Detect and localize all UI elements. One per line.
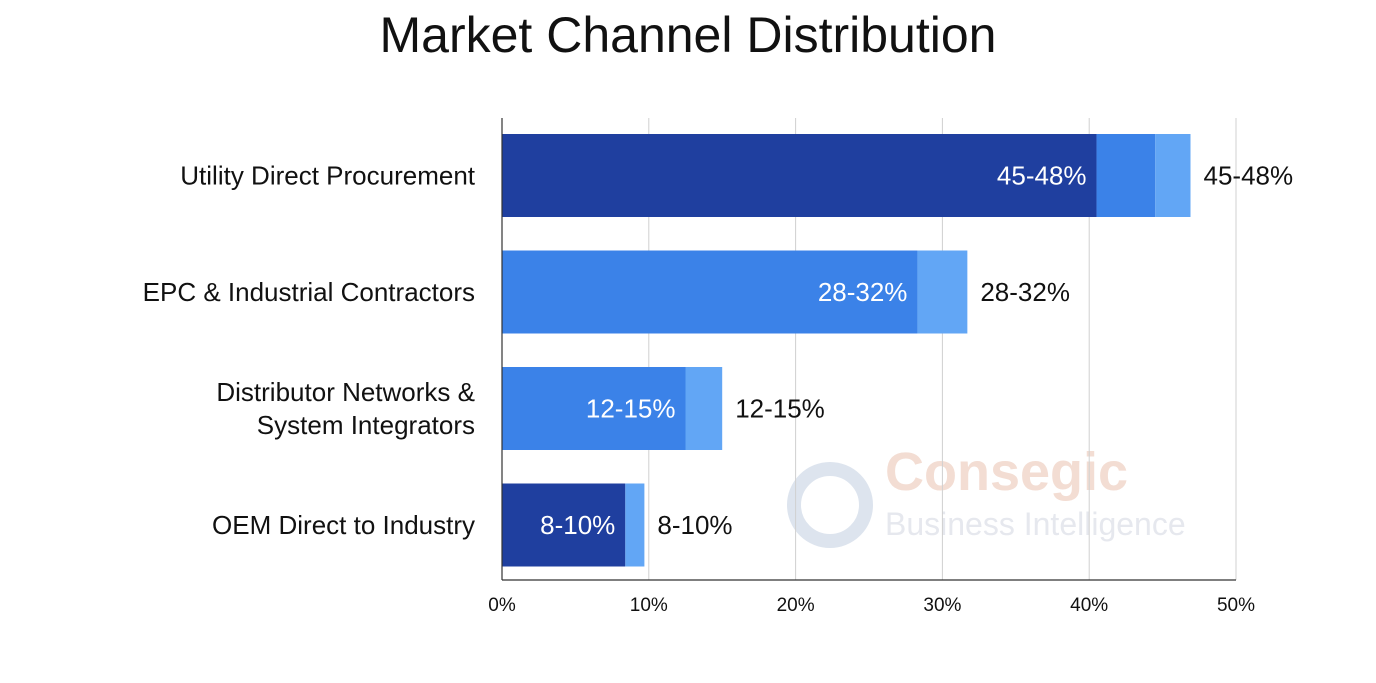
bar-segment: [625, 483, 645, 567]
bar-inner-label: 12-15%: [586, 394, 676, 424]
x-tick-label: 10%: [630, 595, 668, 616]
chart-title: Market Channel Distribution: [379, 7, 997, 63]
bar-inner-label: 28-32%: [818, 277, 908, 307]
bar-value-label: 45-48%: [1203, 161, 1293, 191]
bar-value-label: 8-10%: [657, 510, 732, 540]
bar-value-label: 28-32%: [980, 277, 1070, 307]
x-tick-label: 20%: [777, 595, 815, 616]
bar-segment: [502, 134, 1097, 217]
bar-segment: [502, 367, 686, 450]
category-label: System Integrators: [257, 410, 475, 440]
bar-segment: [1096, 134, 1156, 217]
bar-segment: [502, 250, 918, 334]
x-tick-label: 50%: [1217, 595, 1255, 616]
category-label: Utility Direct Procurement: [180, 161, 476, 191]
category-label: EPC & Industrial Contractors: [143, 277, 475, 307]
watermark-logo-ring: [787, 462, 873, 548]
bar-segment: [685, 367, 723, 450]
category-label: Distributor Networks &: [216, 377, 475, 407]
watermark-line1: Consegic: [885, 442, 1128, 502]
x-tick-label: 0%: [488, 595, 516, 616]
watermark-line2: Business Intelligence: [885, 506, 1186, 542]
category-label: OEM Direct to Industry: [212, 510, 475, 540]
bar-inner-label: 45-48%: [997, 161, 1087, 191]
bar-segment: [1155, 134, 1191, 217]
bar-value-label: 12-15%: [735, 394, 825, 424]
x-tick-label: 30%: [923, 595, 961, 616]
bar-segment: [917, 250, 968, 334]
bar-inner-label: 8-10%: [540, 510, 615, 540]
x-tick-label: 40%: [1070, 595, 1108, 616]
bar-segment: [502, 483, 626, 567]
